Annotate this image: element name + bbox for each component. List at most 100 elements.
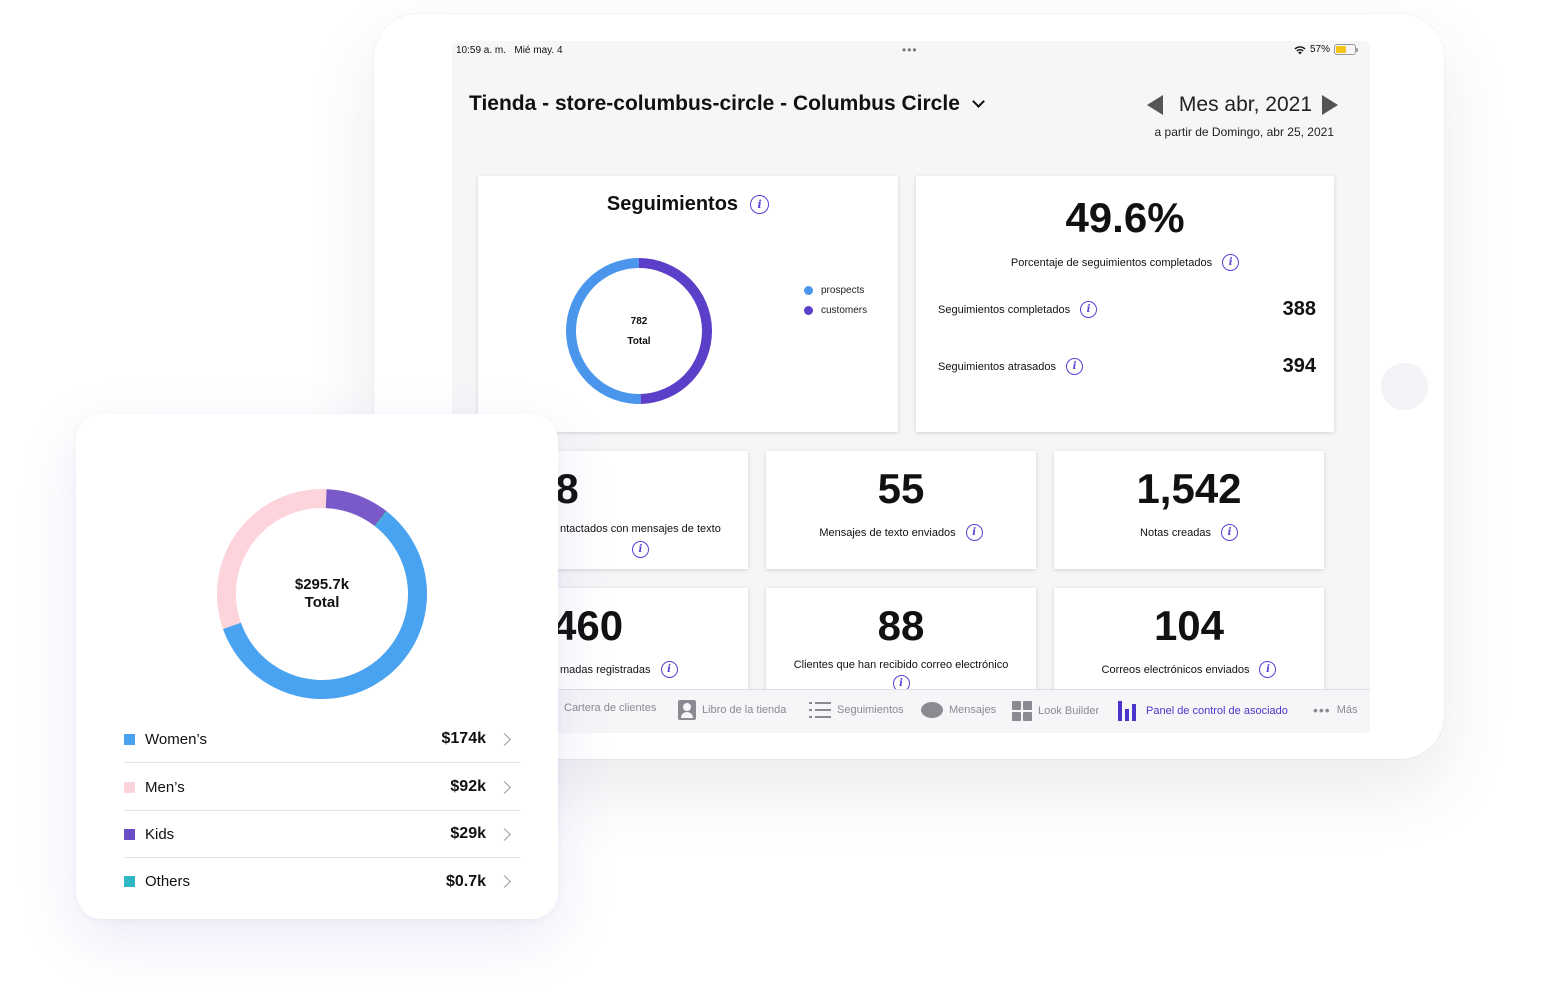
sales-breakdown-card: $295.7k Total Women’s $174k Men’s $92k K… xyxy=(76,414,558,919)
month-navigator: Mes abr, 2021 xyxy=(1146,93,1338,117)
category-swatch xyxy=(124,733,135,745)
stat-value: 388 xyxy=(1282,298,1316,320)
sales-slice-3 xyxy=(325,489,387,527)
legend-label: customers xyxy=(821,305,868,316)
metric-label: ntactados con mensajes de texto i xyxy=(560,523,721,558)
stat-label: Seguimientos completados xyxy=(938,303,1071,316)
metric-card: 104 Correos electrónicos enviados i xyxy=(1054,588,1324,706)
tab-label: Panel de control de asociado xyxy=(1146,705,1288,717)
category-label: Women’s xyxy=(145,730,207,748)
status-right: 57% xyxy=(1294,44,1358,55)
completion-percent-label: Porcentaje de seguimientos completados i xyxy=(916,254,1334,271)
metric-value: 104 xyxy=(1153,602,1225,649)
category-row-womens[interactable]: Women’s $174k xyxy=(124,716,521,763)
sales-donut-chart xyxy=(216,489,427,699)
category-value: $29k xyxy=(450,825,486,842)
legend-dot xyxy=(804,286,813,295)
completion-percent: 49.6% xyxy=(1065,194,1185,241)
month-label: Mes abr, 2021 xyxy=(1178,93,1312,116)
completion-percent-label-text: Porcentaje de seguimientos completados xyxy=(1010,256,1213,269)
tab-label: Cartera de clientes xyxy=(564,702,657,714)
category-value: $0.7k xyxy=(445,872,486,890)
sales-total-value: $295.7k xyxy=(294,576,350,593)
info-icon[interactable]: i xyxy=(1220,524,1238,541)
store-title: Tienda - store-columbus-circle - Columbu… xyxy=(469,92,960,115)
battery-icon xyxy=(1334,44,1358,55)
wifi-icon xyxy=(1294,45,1306,54)
metric-value: 88 xyxy=(877,602,925,649)
sales-slice-2 xyxy=(216,489,327,629)
tab-look-builder[interactable]: Look Builder xyxy=(1012,701,1099,721)
more-dots-icon: ••• xyxy=(1313,702,1331,718)
followups-donut-chart xyxy=(566,258,713,404)
chevron-down-icon xyxy=(972,94,985,108)
info-icon[interactable]: i xyxy=(1080,301,1098,318)
legend-label: prospects xyxy=(821,285,865,296)
category-swatch xyxy=(124,876,135,887)
followups-card: Seguimientos i 782 Total prospects custo… xyxy=(478,176,898,432)
category-row-kids[interactable]: Kids $29k xyxy=(124,811,521,858)
bar-chart-icon xyxy=(1118,701,1140,721)
metric-label-text: Clientes que han recibido correo electró… xyxy=(793,659,1009,671)
followups-slice-1 xyxy=(638,258,713,404)
metric-label-text: Correos electrónicos enviados xyxy=(1101,663,1250,676)
metric-label: madas registradas i xyxy=(560,661,678,678)
stat-label: Seguimientos atrasados xyxy=(938,360,1057,373)
category-row-others[interactable]: Others $0.7k xyxy=(124,858,521,905)
legend-dot xyxy=(804,306,813,315)
tablet-home-button[interactable] xyxy=(1381,363,1428,410)
stat-value: 394 xyxy=(1282,355,1316,377)
tab-more[interactable]: ••• Más xyxy=(1313,702,1358,718)
stat-row-completed: Seguimientos completados i 388 xyxy=(938,298,1316,321)
status-time: 10:59 a. m. Mié may. 4 xyxy=(456,45,563,56)
next-month-icon[interactable] xyxy=(1322,95,1338,115)
followups-slice-0 xyxy=(566,258,641,404)
info-icon[interactable]: i xyxy=(660,661,678,678)
sales-total-label: Total xyxy=(304,594,340,611)
tab-label: Mensajes xyxy=(949,704,997,716)
metric-label: Notas creadas i xyxy=(1054,524,1324,541)
tab-label: Seguimientos xyxy=(837,704,904,716)
person-book-icon xyxy=(678,700,696,720)
list-icon xyxy=(809,701,831,719)
tab-store-book[interactable]: Libro de la tienda xyxy=(678,700,786,720)
tab-bar: Cartera de clientes Libro de la tienda S… xyxy=(452,689,1370,733)
chat-bubble-icon xyxy=(921,702,943,718)
tab-client-portfolio[interactable]: Cartera de clientes xyxy=(564,702,656,714)
completion-card: 49.6% Porcentaje de seguimientos complet… xyxy=(916,176,1334,432)
legend-item: customers xyxy=(804,305,867,316)
tab-label: Look Builder xyxy=(1038,705,1100,717)
tab-associate-dashboard[interactable]: Panel de control de asociado xyxy=(1118,701,1288,721)
battery-percent: 57% xyxy=(1309,44,1330,55)
tab-messages[interactable]: Mensajes xyxy=(921,702,996,718)
info-icon[interactable]: i xyxy=(750,195,770,214)
tablet-screen: 10:59 a. m. Mié may. 4 ••• 57% Tienda - … xyxy=(452,41,1370,733)
followups-title-text: Seguimientos xyxy=(606,193,739,215)
info-icon[interactable]: i xyxy=(965,524,983,541)
grid-icon xyxy=(1012,701,1032,721)
info-icon[interactable]: i xyxy=(1066,358,1084,375)
multitask-dots-icon[interactable]: ••• xyxy=(902,43,918,57)
store-selector[interactable]: Tienda - store-columbus-circle - Columbu… xyxy=(469,92,985,116)
legend-item: prospects xyxy=(804,285,867,296)
chevron-right-icon xyxy=(498,827,511,841)
followups-legend: prospects customers xyxy=(804,285,867,325)
tab-followups[interactable]: Seguimientos xyxy=(809,701,904,719)
info-icon[interactable]: i xyxy=(1222,254,1240,271)
info-icon[interactable]: i xyxy=(1259,661,1277,678)
metric-label-text: Notas creadas xyxy=(1140,526,1211,539)
stat-row-overdue: Seguimientos atrasados i 394 xyxy=(938,355,1316,378)
info-icon[interactable]: i xyxy=(631,541,649,558)
followups-donut-center: 782 Total xyxy=(564,256,714,406)
as-of-date: a partir de Domingo, abr 25, 2021 xyxy=(1154,125,1334,139)
status-bar: 10:59 a. m. Mié may. 4 ••• 57% xyxy=(452,41,1370,61)
category-row-mens[interactable]: Men’s $92k xyxy=(124,764,521,811)
category-value: $174k xyxy=(441,730,487,747)
sales-slice-0 xyxy=(374,511,388,527)
previous-month-icon[interactable] xyxy=(1146,95,1163,115)
metric-card: 1,542 Notas creadas i xyxy=(1054,451,1324,569)
metric-label-text: Mensajes de texto enviados xyxy=(819,526,956,539)
followups-total-value: 782 xyxy=(630,315,648,327)
metric-label: Mensajes de texto enviados i xyxy=(766,524,1036,541)
tab-label: Más xyxy=(1336,704,1358,716)
